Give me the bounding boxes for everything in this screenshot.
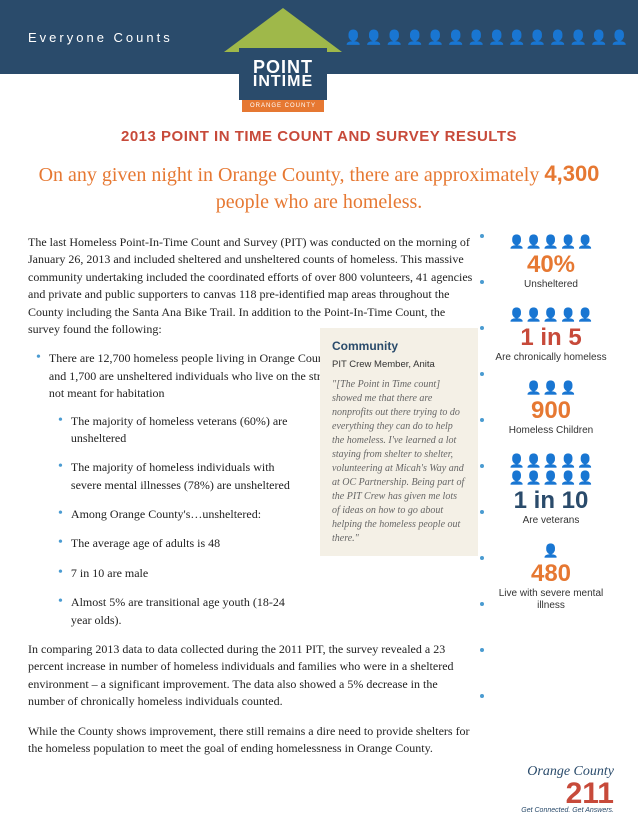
- person-icon: 👤: [543, 453, 559, 469]
- person-icon: 👤: [543, 380, 559, 396]
- quote-text: "[The Point in Time count] showed me tha…: [332, 378, 466, 546]
- sub-bullet: •Almost 5% are transitional age youth (1…: [58, 594, 308, 629]
- person-icon: 👤: [526, 307, 542, 323]
- main-area: The last Homeless Point-In-Time Count an…: [28, 234, 610, 769]
- person-icon: 👤: [577, 234, 593, 250]
- content-area: 2013 POINT IN TIME COUNT AND SURVEY RESU…: [0, 74, 638, 769]
- stat-number: 1 in 10: [492, 489, 610, 513]
- person-icon: 👤: [560, 307, 576, 323]
- closing-paragraph: While the County shows improvement, ther…: [28, 723, 474, 758]
- sub-bullet-text: The majority of homeless individuals wit…: [71, 459, 308, 494]
- person-icon: 👤: [526, 380, 542, 396]
- header-band: Everyone Counts 👤👤👤👤👤👤 👤👤👤 👤👤👤👤👤 POINT I…: [0, 0, 638, 74]
- footer-logo: Orange County 211 Get Connected. Get Ans…: [521, 764, 614, 814]
- person-icon: 👤: [543, 307, 559, 323]
- stat-number: 900: [492, 399, 610, 423]
- person-icon: 👤: [509, 453, 525, 469]
- stat-people-icons: 👤👤👤: [501, 380, 601, 396]
- comparison-paragraph: In comparing 2013 data to data collected…: [28, 641, 474, 711]
- stat-label: Are chronically homeless: [492, 352, 610, 364]
- sub-bullet-text: The majority of homeless veterans (60%) …: [71, 413, 308, 448]
- sub-bullet-text: Almost 5% are transitional age youth (18…: [71, 594, 308, 629]
- person-icon: 👤: [577, 307, 593, 323]
- quote-title: Community: [332, 338, 466, 355]
- person-icon: 👤: [577, 453, 593, 469]
- person-icon: 👤: [577, 470, 593, 486]
- person-icon: 👤: [543, 234, 559, 250]
- stat-people-icons: 👤: [501, 543, 601, 559]
- stat-label: Are veterans: [492, 515, 610, 527]
- person-icon: 👤: [509, 470, 525, 486]
- sub-bullet: •The average age of adults is 48: [58, 535, 308, 552]
- header-people-icons: 👤👤👤👤👤👤 👤👤👤 👤👤👤👤👤: [345, 30, 628, 47]
- document-title: 2013 POINT IN TIME COUNT AND SURVEY RESU…: [28, 128, 610, 145]
- headline: On any given night in Orange County, the…: [28, 159, 610, 216]
- stat-label: Live with severe mental illness: [492, 588, 610, 612]
- sub-bullet-text: The average age of adults is 48: [71, 535, 308, 552]
- divider-dots: [480, 234, 484, 769]
- person-icon: 👤: [526, 470, 542, 486]
- person-icon: 👤: [560, 234, 576, 250]
- headline-pre: On any given night in Orange County, the…: [39, 164, 545, 186]
- stat-label: Unsheltered: [492, 279, 610, 291]
- sub-bullet-text: Among Orange County's…unsheltered:: [71, 506, 308, 523]
- left-column: The last Homeless Point-In-Time Count an…: [28, 234, 482, 769]
- person-icon: 👤: [543, 543, 559, 559]
- stat-block: 👤 480Live with severe mental illness: [492, 543, 610, 612]
- stat-number: 480: [492, 562, 610, 586]
- stat-block: 👤👤👤👤👤1 in 5Are chronically homeless: [492, 307, 610, 364]
- quote-box: Community PIT Crew Member, Anita "[The P…: [320, 328, 478, 556]
- stat-number: 40%: [492, 253, 610, 277]
- stat-people-icons: 👤👤👤👤👤: [501, 234, 601, 250]
- header-tagline: Everyone Counts: [28, 30, 173, 45]
- quote-attribution: PIT Crew Member, Anita: [332, 358, 466, 372]
- sub-bullet: •7 in 10 are male: [58, 565, 308, 582]
- footer-211: 211: [521, 780, 614, 807]
- person-icon: 👤: [509, 234, 525, 250]
- stat-block: 👤👤👤👤👤40%Unsheltered: [492, 234, 610, 291]
- stat-people-icons: 👤👤👤👤👤: [501, 307, 601, 323]
- person-icon: 👤: [526, 453, 542, 469]
- stat-label: Homeless Children: [492, 425, 610, 437]
- person-icon: 👤: [543, 470, 559, 486]
- sub-bullet: •Among Orange County's…unsheltered:: [58, 506, 308, 523]
- person-icon: 👤: [509, 307, 525, 323]
- sub-bullet: •The majority of homeless veterans (60%)…: [58, 413, 308, 448]
- person-icon: 👤: [526, 234, 542, 250]
- stat-number: 1 in 5: [492, 326, 610, 350]
- stat-block: 👤👤👤👤👤👤👤👤👤👤1 in 10Are veterans: [492, 453, 610, 527]
- person-icon: 👤: [560, 470, 576, 486]
- stat-people-icons: 👤👤👤👤👤👤👤👤👤👤: [501, 453, 601, 486]
- headline-number: 4,300: [544, 161, 599, 186]
- footer-tagline: Get Connected. Get Answers.: [521, 807, 614, 814]
- intro-paragraph: The last Homeless Point-In-Time Count an…: [28, 234, 474, 338]
- sub-bullet: •The majority of homeless individuals wi…: [58, 459, 308, 494]
- sub-bullet-text: 7 in 10 are male: [71, 565, 308, 582]
- headline-post: people who are homeless.: [216, 191, 423, 213]
- person-icon: 👤: [560, 453, 576, 469]
- person-icon: 👤: [560, 380, 576, 396]
- stats-column: 👤👤👤👤👤40%Unsheltered👤👤👤👤👤1 in 5Are chroni…: [482, 234, 610, 769]
- stat-block: 👤👤👤900Homeless Children: [492, 380, 610, 437]
